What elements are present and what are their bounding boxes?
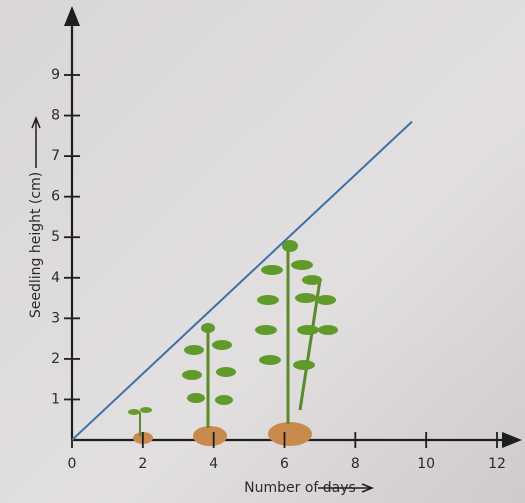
x-tick-label: 12 bbox=[488, 456, 506, 472]
x-tick-label: 2 bbox=[138, 456, 147, 472]
y-tick-label: 4 bbox=[51, 270, 60, 286]
y-tick-label: 2 bbox=[51, 351, 60, 367]
y-tick-label: 1 bbox=[51, 391, 60, 407]
y-tick-label: 7 bbox=[51, 148, 60, 164]
x-tick-label: 10 bbox=[417, 456, 435, 472]
chart: Number of days Seedling height (cm) 1234… bbox=[0, 0, 525, 503]
x-tick-label: 4 bbox=[209, 456, 218, 472]
x-tick-label: 0 bbox=[68, 456, 77, 472]
y-tick-label: 9 bbox=[51, 67, 60, 83]
y-axis-label: Seedling height (cm) bbox=[28, 172, 44, 318]
y-tick-label: 6 bbox=[51, 189, 60, 205]
y-tick-label: 5 bbox=[51, 229, 60, 245]
y-tick-label: 3 bbox=[51, 310, 60, 326]
x-tick-label: 8 bbox=[351, 456, 360, 472]
y-tick-label: 8 bbox=[51, 108, 60, 124]
x-tick-label: 6 bbox=[280, 456, 289, 472]
